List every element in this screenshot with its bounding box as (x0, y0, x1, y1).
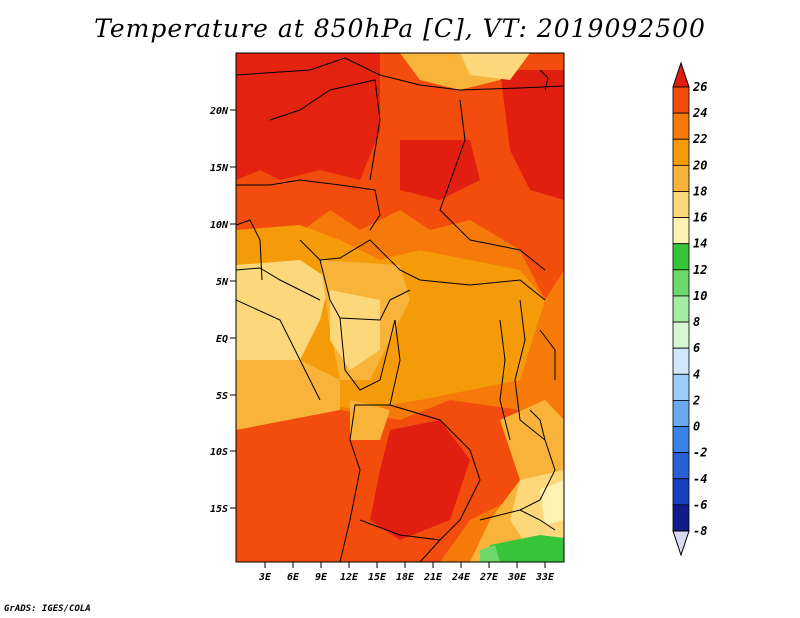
colorbar-label: -2 (693, 446, 707, 460)
colorbar-swatch (672, 243, 690, 271)
lat-tick-label: EQ (216, 334, 228, 345)
lon-tick-label: 33E (535, 572, 555, 583)
colorbar-swatch (672, 426, 690, 454)
lon-tick-label: 6E (287, 572, 300, 583)
colorbar-label: -4 (693, 472, 707, 486)
colorbar-label: 8 (693, 315, 700, 329)
colorbar-swatch (672, 112, 690, 140)
colorbar-label: 22 (692, 132, 707, 146)
lon-tick-label: 9E (315, 572, 328, 583)
lon-tick-label: 15E (368, 572, 387, 583)
colorbar-swatch (672, 295, 690, 323)
lon-tick-label: 24E (451, 572, 471, 583)
colorbar-swatch (672, 478, 690, 506)
colorbar-swatch (672, 138, 690, 166)
colorbar-swatch (672, 321, 690, 349)
lat-tick-label: 5N (216, 277, 229, 288)
colorbar-label: 0 (693, 420, 700, 434)
latitude-axis: 20N 15N 10N 5N EQ 5S 10S 15S (209, 106, 236, 515)
lat-tick-label: 5S (216, 391, 228, 402)
colorbar-swatch (672, 373, 690, 401)
colorbar-label: 24 (692, 106, 707, 120)
colorbar-label: 6 (693, 341, 700, 355)
lon-tick-label: 30E (507, 572, 527, 583)
colorbar-label: 12 (693, 263, 707, 277)
lat-tick-label: 20N (209, 106, 229, 117)
chart-title: Temperature at 850hPa [C], VT: 201909250… (94, 14, 706, 43)
colorbar-label: 26 (692, 80, 707, 94)
colorbar-top-arrow (672, 61, 690, 88)
lon-tick-label: 18E (396, 572, 415, 583)
colorbar-swatch (672, 191, 690, 218)
lon-tick-label: 27E (479, 572, 499, 583)
colorbar-bottom-arrow (672, 530, 690, 557)
colorbar-label: 2 (692, 393, 700, 407)
lat-tick-label: 15S (210, 504, 228, 515)
country-borders (236, 57, 564, 562)
colorbar-label: -6 (693, 498, 707, 512)
lon-tick-label: 12E (340, 572, 359, 583)
colorbar-label: 18 (693, 184, 707, 198)
colorbar-swatch (672, 452, 690, 480)
lat-tick-label: 15N (210, 163, 229, 174)
longitude-axis: 3E 6E 9E 12E 15E 18E 21E 24E 27E 30E 33E (258, 562, 555, 583)
colorbar-swatch (672, 217, 690, 245)
colorbar-swatch (672, 347, 690, 375)
map-frame (235, 52, 565, 563)
colorbar-label: -8 (693, 524, 707, 538)
lat-tick-label: 10N (210, 220, 229, 231)
colorbar-label: 16 (693, 211, 707, 225)
colorbar-swatch (672, 400, 690, 427)
colorbar-swatch (672, 504, 690, 532)
credit-text: GrADS: IGES/COLA (4, 604, 91, 614)
colorbar-label: 10 (693, 289, 707, 303)
lon-tick-label: 3E (258, 572, 272, 583)
lon-tick-label: 21E (423, 572, 443, 583)
colorbar-label: 14 (693, 237, 707, 251)
temperature-field (236, 53, 564, 562)
colorbar-swatch (672, 164, 690, 192)
lat-tick-label: 10S (210, 447, 228, 458)
colorbar-label: 20 (692, 158, 707, 172)
colorbar-swatch (672, 269, 690, 297)
colorbar-label: 4 (693, 367, 700, 381)
colorbar-swatch (672, 86, 690, 114)
